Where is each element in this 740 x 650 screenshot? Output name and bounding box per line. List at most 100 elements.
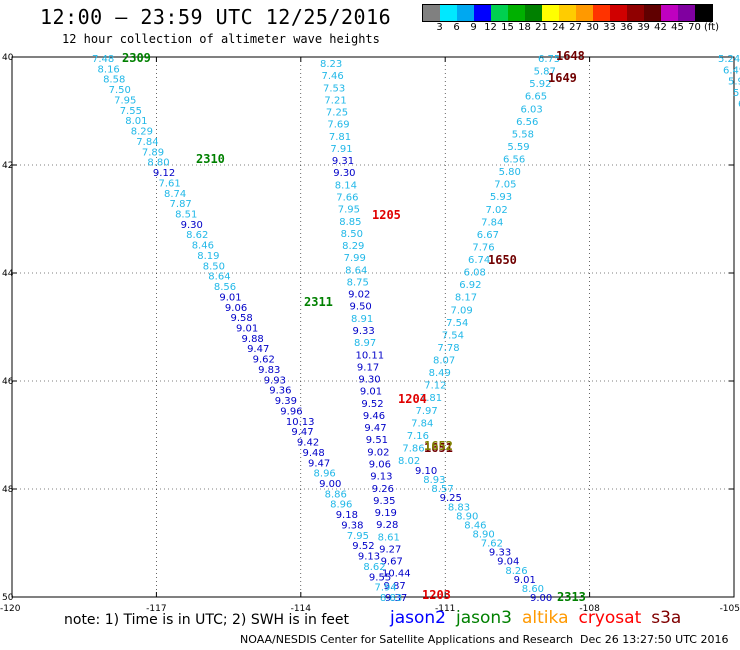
map-subtitle: 12 hour collection of altimeter wave hei… — [62, 32, 380, 46]
swh-value: 7.78 — [437, 343, 459, 354]
swh-value: 7.53 — [323, 83, 345, 94]
swh-value: 7.99 — [344, 253, 366, 264]
swh-value: 5.3 — [733, 88, 740, 99]
swh-value: 7.02 — [486, 205, 508, 216]
pass-label: 1648 — [556, 49, 585, 63]
pass-label: 1652 — [424, 439, 453, 453]
swh-value: 7.61 — [158, 178, 180, 189]
swh-value: 8.62 — [363, 562, 385, 573]
pass-label: 2313 — [557, 590, 586, 604]
scale-label: 6 — [453, 22, 460, 33]
swh-value: 7.12 — [424, 381, 446, 392]
swh-value: 5.93 — [490, 192, 512, 203]
swh-value: 8.46 — [464, 520, 486, 531]
swh-value: 7.54 — [446, 318, 468, 329]
swh-value: 7.54 — [442, 330, 464, 341]
legend-jason3: jason3 — [456, 608, 512, 628]
pass-label: 2310 — [196, 152, 225, 166]
swh-value: 8.61 — [378, 532, 400, 543]
swh-value: 8.19 — [197, 251, 219, 262]
swh-value: 9.10 — [415, 466, 437, 477]
swh-value: 7.09 — [451, 305, 473, 316]
swh-value: 7.69 — [327, 120, 349, 131]
swh-value: 7.76 — [472, 242, 494, 253]
scale-label: 33 — [603, 22, 616, 33]
swh-value: 9.30 — [358, 375, 380, 386]
scale-swatch — [593, 5, 610, 21]
swh-value: 8.86 — [325, 489, 347, 500]
latitude-label: 50 — [2, 593, 14, 603]
satellite-legend: jason2 jason3 altika cryosat s3a — [390, 608, 691, 628]
swh-value: 6.74 — [468, 255, 490, 266]
swh-value: 8.50 — [203, 261, 225, 272]
scale-swatch — [457, 5, 474, 21]
swh-value: 9.33 — [489, 548, 511, 559]
swh-value: 7.25 — [326, 108, 348, 119]
swh-value: 10.11 — [355, 350, 384, 361]
pass-label: 2309 — [122, 51, 151, 65]
swh-value: 10.44 — [382, 569, 411, 580]
swh-value: 7.48 — [92, 54, 114, 65]
swh-value: 6.49 — [723, 65, 740, 76]
swh-value: 9.01 — [360, 387, 382, 398]
swh-value: 7.97 — [416, 406, 438, 417]
swh-value: 9.04 — [497, 557, 519, 568]
footer-note: note: 1) Time is in UTC; 2) SWH is in fe… — [64, 612, 350, 628]
swh-value: 8.01 — [125, 116, 147, 127]
swh-value: 5.24 — [718, 54, 740, 65]
swh-value: 9.87 — [384, 581, 406, 592]
swh-value: 9.96 — [280, 406, 302, 417]
swh-value: 9.46 — [363, 411, 385, 422]
swh-value: 9.25 — [440, 493, 462, 504]
latitude-label: 40 — [2, 53, 14, 63]
swh-value: 8.91 — [351, 314, 373, 325]
swh-value: 8.26 — [505, 566, 527, 577]
scale-label: 70 — [688, 22, 701, 33]
swh-value: 9.55 — [369, 572, 391, 583]
scale-label: 3 — [436, 22, 443, 33]
scale-swatch — [491, 5, 508, 21]
scale-label: 15 — [501, 22, 514, 33]
wave-height-color-scale — [422, 4, 713, 22]
scale-swatch — [695, 5, 712, 21]
swh-value: 9.47 — [247, 344, 269, 355]
swh-value: 6.65 — [525, 92, 547, 103]
latitude-label: 46 — [2, 377, 14, 387]
pass-label: 1204 — [398, 392, 427, 406]
swh-value: 7.91 — [330, 144, 352, 155]
swh-value: 7.89 — [142, 147, 164, 158]
swh-value: 8.16 — [98, 64, 120, 75]
legend-cryosat: cryosat — [578, 608, 642, 628]
scale-label: 21 — [535, 22, 548, 33]
scale-label: 30 — [586, 22, 599, 33]
scale-label: 9 — [470, 22, 477, 33]
swh-value: 9.39 — [275, 396, 297, 407]
swh-value: 8.64 — [208, 272, 230, 283]
swh-value: 9.62 — [253, 355, 275, 366]
swh-value: 8.23 — [320, 59, 342, 70]
scale-label: 18 — [518, 22, 531, 33]
swh-value: 8.46 — [192, 241, 214, 252]
swh-value: 8.62 — [186, 230, 208, 241]
swh-value: 6.92 — [459, 280, 481, 291]
swh-value: 7.50 — [109, 85, 131, 96]
longitude-label: -105 — [720, 604, 740, 614]
pass-label: 1203 — [422, 588, 451, 602]
swh-value: 7.87 — [170, 199, 192, 210]
scale-label: 39 — [637, 22, 650, 33]
scale-swatch — [542, 5, 559, 21]
swh-value: 9.12 — [153, 168, 175, 179]
pass-label: 1650 — [488, 253, 517, 267]
swh-value: 9.42 — [297, 438, 319, 449]
swh-value: 9.38 — [341, 520, 363, 531]
scale-swatch — [559, 5, 576, 21]
swh-value: 8.96 — [314, 469, 336, 480]
scale-label: 42 — [654, 22, 667, 33]
swh-value: 8.29 — [342, 241, 364, 252]
swh-value: 7.81 — [420, 393, 442, 404]
swh-value: 6.75 — [538, 54, 560, 65]
swh-value: 6.56 — [516, 117, 538, 128]
swh-value: 9.36 — [269, 386, 291, 397]
swh-value: 8.64 — [345, 265, 367, 276]
